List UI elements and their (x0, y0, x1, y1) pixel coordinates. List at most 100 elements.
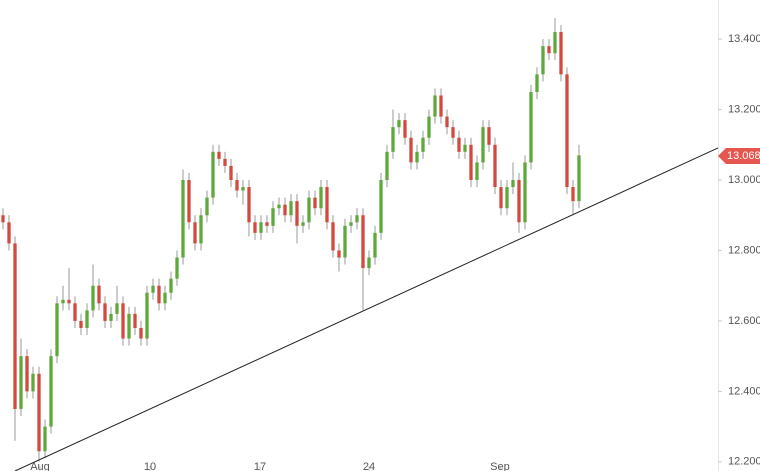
candle-body (295, 201, 299, 226)
candle-body (397, 120, 401, 128)
candle-body (55, 303, 59, 357)
candle-body (463, 144, 467, 152)
candle-body (547, 46, 551, 54)
candle-body (271, 208, 275, 226)
candle-body (229, 165, 233, 181)
candle-body (61, 299, 65, 304)
candle-body (169, 278, 173, 293)
candle-body (181, 180, 185, 258)
candle-body (205, 197, 209, 216)
candle-body (283, 204, 287, 216)
candle-body (385, 151, 389, 181)
candle-body (475, 162, 479, 181)
candle-body (145, 292, 149, 339)
candle-body (337, 250, 341, 258)
last-price-label: 13.068 (727, 150, 760, 162)
x-tick-label: 24 (363, 461, 375, 471)
candle-body (211, 151, 215, 198)
candle-body (355, 215, 359, 223)
candle-body (193, 222, 197, 244)
x-tick-label: 17 (254, 461, 266, 471)
candle-body (223, 158, 227, 166)
candle-body (409, 137, 413, 163)
candle-body (331, 222, 335, 251)
candle-body (481, 127, 485, 163)
y-tick-label: 13.200 (728, 103, 760, 115)
x-tick-label: Sep (490, 461, 510, 471)
candle-body (109, 313, 113, 321)
candle-body (121, 303, 125, 339)
candle-body (301, 222, 305, 226)
candle-body (7, 222, 11, 244)
candle-body (217, 151, 221, 159)
candle-body (43, 426, 47, 452)
candle-body (73, 303, 77, 321)
candle-body (499, 187, 503, 209)
y-tick-label: 12.200 (728, 456, 760, 468)
candle-body (85, 310, 89, 328)
candle-body (487, 127, 491, 145)
candle-body (97, 285, 101, 304)
candle-body (415, 151, 419, 163)
candle-body (571, 187, 575, 202)
candle-body (343, 225, 347, 258)
y-tick-label: 13.400 (728, 33, 760, 45)
candle-body (139, 327, 143, 339)
candle-body (325, 187, 329, 223)
candle-body (277, 204, 281, 209)
candle-body (133, 313, 137, 328)
candle-body (577, 155, 581, 202)
candle-body (403, 120, 407, 138)
candle-body (373, 232, 377, 258)
candle-body (253, 222, 257, 233)
candle-body (187, 180, 191, 223)
candle-body (289, 201, 293, 216)
candle-body (439, 95, 443, 117)
y-tick-label: 12.600 (728, 315, 760, 327)
candle-body (235, 180, 239, 191)
candle-body (19, 356, 23, 409)
candle-body (151, 285, 155, 293)
candle-body (313, 197, 317, 209)
candle-body (421, 137, 425, 152)
candle-body (163, 292, 167, 304)
candle-body (319, 187, 323, 209)
candle-body (445, 116, 449, 128)
candle-body (367, 257, 371, 269)
candle-body (553, 32, 557, 54)
candle-body (451, 127, 455, 138)
candle-body (199, 215, 203, 244)
trendline (14, 147, 719, 471)
candle-body (391, 127, 395, 152)
candle-body (25, 356, 29, 392)
candle-body (307, 197, 311, 223)
candle-body (535, 74, 539, 92)
candle-body (91, 285, 95, 311)
candle-body (469, 144, 473, 181)
y-tick-label: 12.800 (728, 244, 760, 256)
candle-body (427, 116, 431, 138)
candle-body (517, 180, 521, 223)
candle-body (37, 373, 41, 452)
candle-body (523, 162, 527, 223)
x-tick-label: Aug (30, 461, 50, 471)
candle-body (541, 46, 545, 75)
candle-body (13, 243, 17, 409)
candle-body (1, 215, 5, 223)
candle-body (127, 313, 131, 339)
candle-body (493, 144, 497, 188)
candle-body (247, 187, 251, 223)
y-tick-label: 12.400 (728, 385, 760, 397)
candle-body (361, 215, 365, 269)
last-price-tag (718, 148, 760, 165)
candle-body (529, 91, 533, 163)
candle-body (115, 303, 119, 314)
candle-body (559, 32, 563, 75)
candle-body (175, 257, 179, 279)
candle-body (31, 373, 35, 392)
candle-body (433, 95, 437, 117)
candle-body (79, 320, 83, 328)
candle-body (241, 187, 245, 191)
